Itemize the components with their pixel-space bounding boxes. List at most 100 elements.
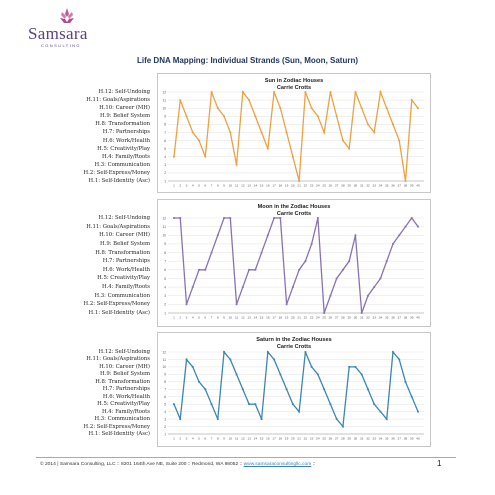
data-point (310, 366, 313, 368)
x-tick-label: 17 (272, 437, 276, 441)
y-tick-label: 12 (162, 216, 166, 220)
x-tick-label: 29 (347, 184, 351, 188)
x-tick-label: 11 (235, 316, 238, 320)
data-point (191, 366, 194, 368)
data-point (254, 268, 257, 271)
data-point (398, 358, 401, 361)
data-point (223, 351, 225, 353)
data-point (335, 115, 338, 118)
x-tick-label: 10 (229, 316, 233, 320)
x-tick-label: 30 (354, 437, 358, 441)
house-label: H.9: Belief System (100, 113, 150, 120)
data-point (379, 277, 382, 280)
page-title: Life DNA Mapping: Individual Strands (Su… (136, 56, 359, 65)
y-tick-label: 5 (164, 402, 166, 406)
x-tick-label: 5 (198, 437, 200, 441)
page-number: 1 (437, 459, 442, 468)
house-label: H.12: Self-Undoing (98, 89, 150, 95)
x-tick-label: 7 (211, 316, 213, 320)
y-tick-label: 6 (164, 139, 166, 143)
x-tick-label: 12 (241, 437, 245, 441)
x-tick-label: 25 (322, 316, 326, 320)
data-point (235, 373, 238, 376)
y-tick-label: 4 (164, 285, 166, 289)
house-label: H.9: Belief System (100, 240, 150, 247)
house-label: H.2: Self-Express/Money (83, 169, 150, 176)
x-tick-label: 34 (379, 184, 383, 188)
data-point (316, 217, 319, 219)
x-tick-label: 36 (391, 184, 395, 188)
data-point (398, 234, 401, 237)
house-label: H.6: Work/Health (102, 137, 150, 144)
house-label: H.5: Creativity/Play (97, 275, 150, 282)
data-point (316, 115, 319, 118)
x-tick-label: 24 (316, 184, 320, 188)
x-tick-label: 4 (192, 184, 194, 188)
house-label: H.1: Self-Identity (Asc) (88, 310, 150, 316)
data-point (404, 380, 407, 383)
x-tick-label: 19 (285, 184, 289, 188)
data-point (360, 312, 363, 314)
x-tick-label: 8 (217, 316, 219, 320)
data-point (417, 225, 419, 228)
x-tick-label: 31 (360, 316, 364, 320)
data-point (204, 388, 207, 391)
y-tick-label: 11 (163, 358, 167, 362)
chart-subtitle: Carrie Crotts (276, 344, 312, 350)
data-point (398, 139, 401, 142)
x-tick-label: 12 (241, 316, 245, 320)
y-tick-label: 1 (164, 432, 166, 436)
data-point (241, 286, 244, 288)
x-tick-label: 9 (223, 184, 225, 188)
y-tick-label: 9 (164, 373, 166, 377)
series-line (174, 216, 419, 314)
house-label: H.11: Goals/Aspirations (86, 97, 150, 104)
data-point (373, 286, 376, 288)
x-tick-label: 7 (211, 437, 213, 441)
data-point (260, 418, 263, 420)
y-tick-label: 6 (164, 395, 166, 399)
data-point (216, 107, 219, 110)
x-tick-label: 11 (235, 184, 238, 188)
x-tick-label: 22 (304, 437, 308, 441)
house-label: H.11: Goals/Aspirations (86, 356, 150, 363)
data-point (316, 373, 319, 376)
x-tick-label: 35 (385, 437, 389, 441)
data-point (260, 251, 263, 254)
x-tick-label: 37 (398, 316, 402, 320)
x-tick-label: 3 (186, 316, 188, 320)
data-point (379, 91, 382, 93)
y-tick-label: 1 (164, 311, 166, 315)
data-point (335, 277, 338, 280)
data-point (404, 180, 407, 182)
data-point (229, 358, 232, 361)
y-tick-label: 8 (164, 251, 166, 255)
x-tick-label: 31 (360, 437, 364, 441)
house-label: H.4: Family/Roots (101, 153, 150, 160)
y-tick-label: 3 (164, 163, 166, 167)
website-link[interactable]: www.samsaraconsultingllc.com (243, 462, 312, 467)
x-tick-label: 14 (254, 316, 258, 320)
data-point (291, 155, 294, 158)
x-tick-label: 10 (229, 437, 233, 441)
data-point (204, 268, 207, 271)
x-tick-label: 27 (335, 437, 339, 441)
x-tick-label: 16 (266, 437, 270, 441)
footer-tail: :: (311, 462, 316, 467)
data-point (198, 139, 200, 142)
x-tick-label: 17 (272, 316, 276, 320)
house-label: H.9: Belief System (100, 371, 150, 378)
x-tick-label: 37 (398, 437, 402, 441)
x-tick-label: 18 (279, 316, 283, 320)
x-tick-label: 20 (291, 316, 295, 320)
x-tick-label: 12 (241, 184, 245, 188)
data-point (266, 351, 269, 353)
x-tick-label: 39 (410, 184, 414, 188)
x-tick-label: 23 (310, 316, 314, 320)
x-tick-label: 35 (385, 184, 389, 188)
x-tick-label: 38 (404, 184, 408, 188)
data-point (248, 99, 250, 101)
